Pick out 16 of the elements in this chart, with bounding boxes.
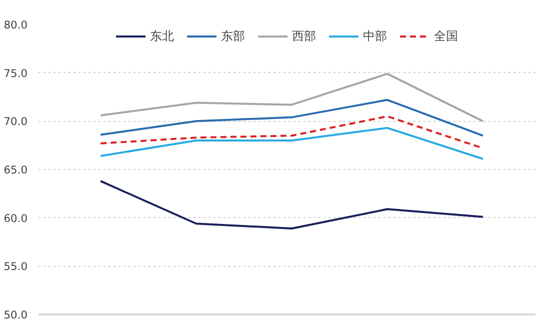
y-tick-label: 55.0	[4, 260, 28, 274]
line-series	[100, 98, 484, 137]
line-series	[100, 72, 484, 122]
y-tick-label: 75.0	[4, 66, 28, 80]
y-tick-label: 60.0	[4, 212, 28, 225]
y-tick-label: 70.0	[4, 115, 28, 128]
legend-label: 东北	[150, 28, 174, 44]
y-tick-label: 65.0	[4, 164, 28, 176]
y-tick-label: 80.0	[4, 18, 28, 32]
legend-label: 西部	[292, 28, 316, 44]
legend-label: 中部	[363, 28, 387, 44]
legend-label: 全国	[434, 28, 458, 44]
legend-label: 东部	[221, 28, 245, 44]
line-series	[100, 126, 484, 160]
y-tick-label: 50.0	[4, 308, 28, 320]
line-series	[100, 180, 484, 230]
